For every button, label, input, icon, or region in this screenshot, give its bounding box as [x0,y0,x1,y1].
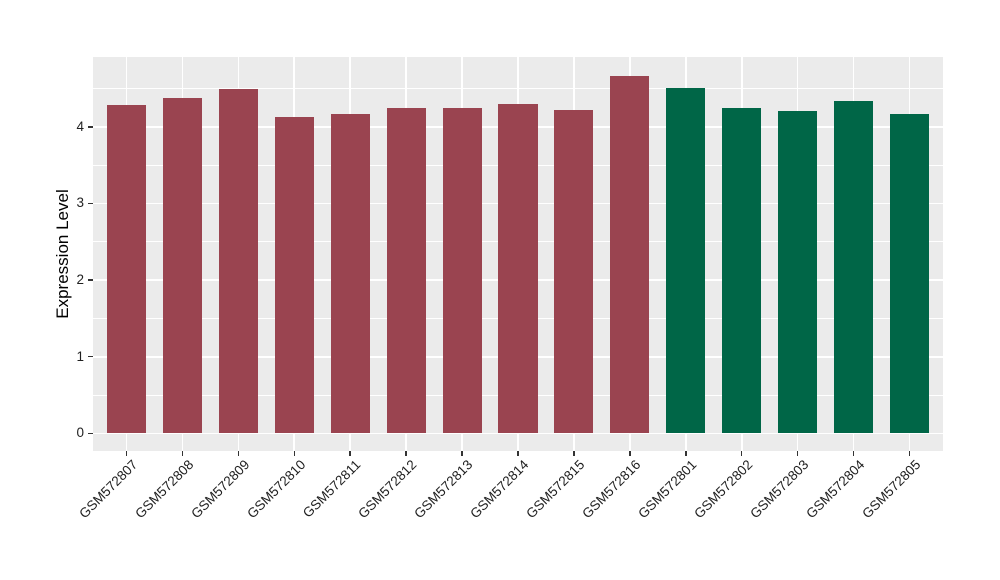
x-tick-mark [573,451,575,456]
plot-panel [93,57,943,451]
x-tick-label: GSM572809 [187,457,253,522]
y-tick-label: 4 [76,118,84,134]
x-tick-label: GSM572816 [579,457,644,522]
x-tick-mark [349,451,351,456]
x-tick-mark [125,451,128,456]
x-tick-label: GSM572805 [858,457,924,522]
y-tick-label: 2 [76,272,84,288]
x-tick-mark [629,451,631,456]
x-tick-label: GSM572803 [747,457,812,522]
y-tick-label: 1 [76,348,84,364]
y-tick-mark [87,126,93,128]
x-tick-mark [237,451,240,456]
x-tick-mark [852,451,855,456]
x-tick-mark [685,451,687,456]
x-tick-label: GSM572802 [691,457,756,522]
bar-GSM572802 [722,107,762,434]
y-tick-label: 0 [76,425,84,441]
bar-GSM572808 [162,98,203,434]
x-tick-label: GSM572814 [467,457,532,522]
y-tick-mark [87,279,93,281]
x-tick-mark [405,451,407,456]
bar-GSM572811 [330,114,370,434]
y-tick-mark [87,432,93,435]
x-tick-label: GSM572815 [523,457,588,522]
x-tick-label: GSM572808 [131,457,197,522]
y-tick-mark [87,355,93,358]
x-tick-label: GSM572811 [300,457,364,521]
bar-GSM572810 [274,116,314,434]
x-tick-mark [796,451,799,456]
x-tick-mark [181,451,184,456]
bar-GSM572803 [778,111,818,434]
x-tick-label: GSM572810 [243,457,308,522]
y-tick-label: 3 [76,195,84,211]
bar-GSM572804 [833,101,874,434]
x-tick-label: GSM572812 [355,457,420,522]
bar-GSM572805 [889,113,930,434]
bar-GSM572807 [106,105,147,434]
y-tick-mark [87,202,93,205]
x-tick-mark [461,451,463,456]
bar-GSM572801 [666,87,706,434]
x-tick-mark [293,451,296,456]
bar-GSM572814 [498,103,538,434]
bar-GSM572812 [386,108,426,434]
x-tick-mark [908,451,911,456]
x-tick-mark [517,451,519,456]
x-tick-label: GSM572804 [802,457,868,522]
x-tick-label: GSM572807 [75,457,141,522]
bar-GSM572816 [610,76,650,434]
x-tick-label: GSM572813 [411,457,476,522]
x-tick-mark [740,451,743,456]
bar-GSM572813 [442,107,482,434]
x-tick-label: GSM572801 [635,457,700,522]
bar-GSM572815 [554,109,594,434]
bar-GSM572809 [218,89,258,434]
